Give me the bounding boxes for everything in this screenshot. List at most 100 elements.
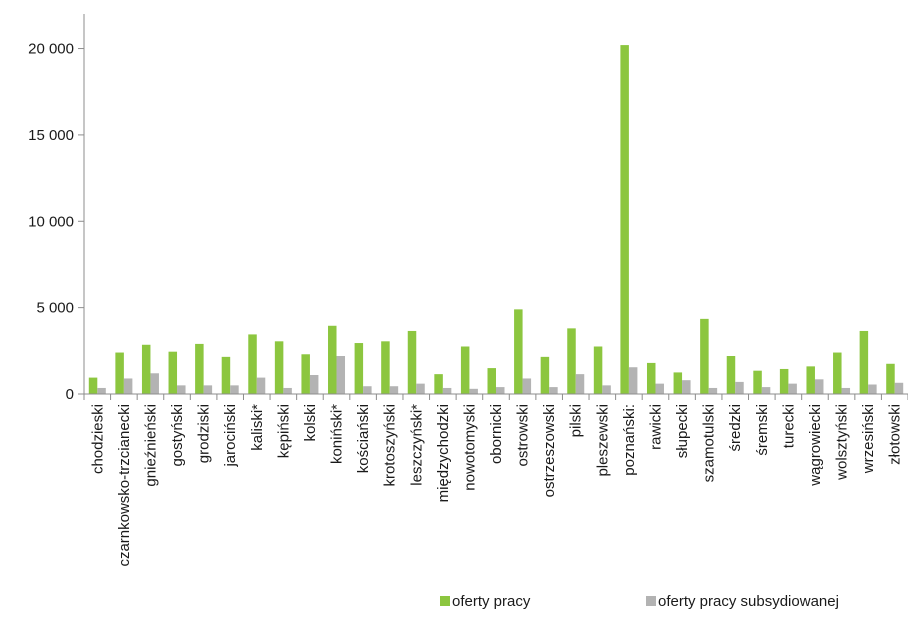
bar-oferty-pracy [141,344,151,394]
bar-oferty-pracy-subsydiowanej [841,387,851,394]
x-tick-label: śremski [754,404,771,456]
legend-swatch [646,596,656,606]
bar-oferty-pracy-subsydiowanej [203,385,213,394]
x-tick-label: kościański [355,404,372,473]
bar-oferty-pracy-subsydiowanej [283,387,292,394]
bar-oferty-pracy [514,309,523,394]
x-tick-label: rawicki [647,404,664,450]
bar-oferty-pracy [354,343,364,394]
x-tick-label: wągrowiecki [807,404,824,487]
x-tick-label: grodziski [196,404,213,463]
x-tick-label: kolski [302,404,319,442]
bar-oferty-pracy [833,352,842,394]
x-tick-label: poznański: [621,404,638,476]
legend-swatch [440,596,450,606]
bar-oferty-pracy-subsydiowanej [336,356,346,394]
bar-oferty-pracy-subsydiowanej [177,385,186,394]
y-tick-label: 15 000 [28,127,74,144]
bar-oferty-pracy-subsydiowanej [469,388,478,394]
bar-oferty-pracy-subsydiowanej [150,373,159,394]
x-tick-label: czarnkowsko-trzcianecki [116,404,133,567]
bar-oferty-pracy [195,343,204,394]
bar-oferty-pracy [620,45,629,394]
x-tick-label: obornicki [488,404,505,464]
x-tick-label: kępiński [275,404,292,458]
bar-oferty-pracy-subsydiowanej [496,387,505,394]
bar-oferty-pracy-subsydiowanej [575,374,585,394]
bar-oferty-pracy-subsydiowanej [97,387,106,394]
bar-oferty-pracy [593,346,603,394]
x-tick-label: gostyński [169,404,186,467]
bar-oferty-pracy-subsydiowanej [708,387,718,394]
bar-oferty-pracy [859,330,869,394]
x-tick-label: leszczyński* [408,404,425,486]
bar-oferty-pracy [487,368,496,394]
bar-oferty-pracy [407,330,417,394]
bar-oferty-pracy-subsydiowanej [655,383,664,394]
bar-oferty-pracy [115,352,124,394]
legend-label: oferty pracy [452,593,531,610]
bar-oferty-pracy [779,368,789,394]
y-tick-label: 0 [66,386,74,403]
x-tick-label: szamotulski [701,404,718,482]
x-tick-label: chodzieski [89,404,106,474]
x-tick-label: wrzesiński [860,404,877,474]
y-tick-label: 5 000 [36,300,74,317]
x-tick-label: jarociński [222,404,239,468]
x-axis: chodzieski czarnkowsko-trzcianecki gnieźni… [83,393,908,567]
x-tick-label: pleszewski [594,404,611,477]
x-tick-label: średzki [727,404,744,452]
x-tick-label: złotowski [887,404,904,465]
bar-oferty-pracy [168,351,178,394]
bar-oferty-pracy [381,341,390,394]
legend: oferty pracy oferty pracy subsydiowanej [440,593,839,610]
bar-oferty-pracy-subsydiowanej [814,379,824,394]
bar-oferty-pracy [301,354,310,394]
legend-label: oferty pracy subsydiowanej [658,593,839,610]
bar-oferty-pracy [88,377,98,394]
bar-oferty-pracy-subsydiowanej [761,387,771,394]
x-tick-label: pilski [568,404,585,437]
x-tick-label: ostrowski [515,404,532,467]
x-tick-label: międzychodzki [435,404,452,502]
bar-oferty-pracy [221,356,231,394]
bar-oferty-pracy [274,341,284,394]
bar-oferty-pracy [248,334,257,394]
bar-oferty-pracy [540,356,550,394]
bar-oferty-pracy-subsydiowanej [123,378,133,394]
bar-oferty-pracy-subsydiowanej [682,380,691,394]
bar-oferty-pracy-subsydiowanej [868,384,877,394]
bar-oferty-pracy [328,325,337,394]
bar-oferty-pracy-subsydiowanej [309,375,319,394]
x-tick-label: koniński* [329,404,346,464]
y-tick-label: 10 000 [28,213,74,230]
x-tick-label: wolsztyński [834,404,851,481]
bar-oferty-pracy [567,328,576,394]
bar-oferty-pracy-subsydiowanej [628,367,638,394]
bar-oferty-pracy [700,318,709,394]
bar-oferty-pracy-subsydiowanej [230,385,239,394]
bar-oferty-pracy [753,370,762,394]
bar-oferty-pracy-subsydiowanej [735,381,744,394]
x-tick-label: kaliski* [249,404,266,451]
x-tick-label: krotoszyński [382,404,399,487]
bar-oferty-pracy [460,346,470,394]
bar-oferty-pracy-subsydiowanej [416,383,425,394]
bar-oferty-pracy-subsydiowanej [442,387,452,394]
bar-oferty-pracy-subsydiowanej [256,377,266,394]
bar-oferty-pracy-subsydiowanej [549,387,558,394]
bar-oferty-pracy-subsydiowanej [602,385,611,394]
x-tick-label: nowotomyski [461,404,478,491]
x-tick-label: ostrzeszowski [541,404,558,497]
bars [88,45,904,394]
bar-oferty-pracy [434,374,443,394]
bar-oferty-pracy [806,366,815,394]
x-tick-label: gnieźnieński [142,404,159,487]
y-axis: 0 5 000 10 000 15 000 20 000 [28,14,85,403]
bar-oferty-pracy [673,372,683,394]
bar-oferty-pracy-subsydiowanej [389,386,399,394]
bar-oferty-pracy [726,356,736,394]
x-tick-label: słupecki [674,404,691,458]
